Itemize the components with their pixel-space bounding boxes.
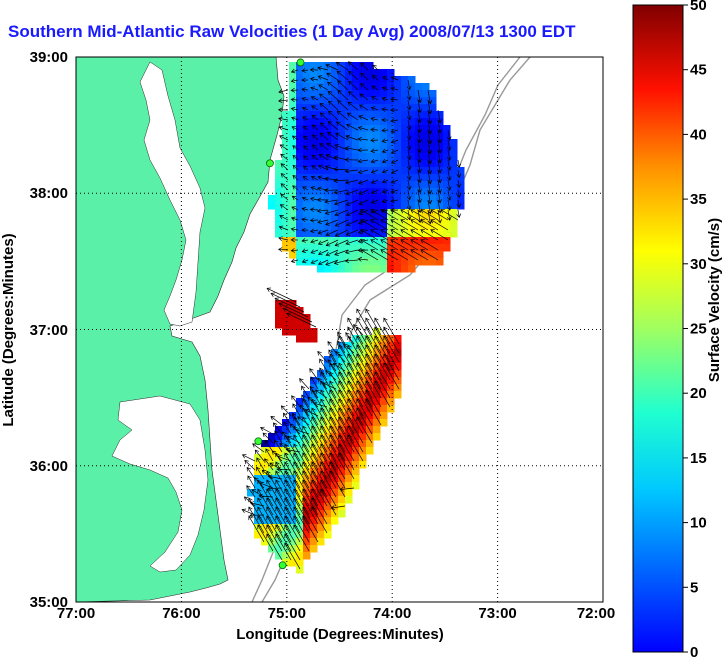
y-tick-label: 39:00 (30, 49, 68, 66)
map-grid (76, 57, 603, 602)
x-tick-label: 77:00 (57, 605, 95, 622)
colorbar-tick-label: 15 (690, 450, 707, 467)
colorbar-tick-label: 25 (690, 321, 707, 338)
velocity-arrows (241, 61, 462, 570)
colorbar-tick-label: 40 (690, 126, 707, 143)
colorbar-tick-label: 5 (690, 579, 698, 596)
map-frame (75, 56, 604, 603)
colorbar-tick-label: 50 (690, 0, 707, 14)
y-tick-label: 36:00 (30, 458, 68, 475)
y-tick-label: 35:00 (30, 594, 68, 611)
y-axis-label: Latitude (Degrees:Minutes) (0, 233, 17, 426)
y-axis: 35:00 36:00 37:00 38:00 39:00 Latitude (… (0, 49, 68, 611)
station-marker (296, 58, 305, 67)
x-axis: 77:00 76:00 75:00 74:00 73:00 72:00 Long… (57, 605, 615, 643)
x-tick-label: 72:00 (577, 605, 615, 622)
pamlico-sound (111, 395, 209, 573)
x-axis-label: Longitude (Degrees:Minutes) (236, 626, 444, 643)
colorbar-tick-label: 0 (690, 644, 698, 659)
colorbar-tick-label: 10 (690, 515, 707, 532)
colorbar-ticks: 0 5 10 15 20 25 30 35 40 45 50 (683, 0, 707, 659)
station-marker (278, 561, 287, 570)
colorbar-tick-label: 30 (690, 256, 707, 273)
station-marker (254, 437, 263, 446)
station-marker (266, 159, 274, 168)
x-tick-label: 74:00 (373, 605, 411, 622)
y-tick-label: 38:00 (30, 185, 68, 202)
chesapeake-bay (139, 61, 206, 327)
x-tick-label: 73:00 (478, 605, 516, 622)
x-tick-label: 76:00 (162, 605, 200, 622)
colorbar-tick-label: 45 (690, 62, 707, 79)
map-title: Southern Mid-Atlantic Raw Velocities (1 … (8, 22, 576, 41)
colorbar (632, 4, 684, 653)
colorbar-tick-label: 35 (690, 191, 707, 208)
radar-stations (254, 58, 305, 570)
velocity-field-north (268, 62, 465, 273)
colorbar-tick-label: 20 (690, 385, 707, 402)
y-tick-label: 37:00 (30, 322, 68, 339)
colorbar-label: Surface Velocity (cm/s) (706, 218, 723, 382)
x-tick-label: 75:00 (268, 605, 306, 622)
